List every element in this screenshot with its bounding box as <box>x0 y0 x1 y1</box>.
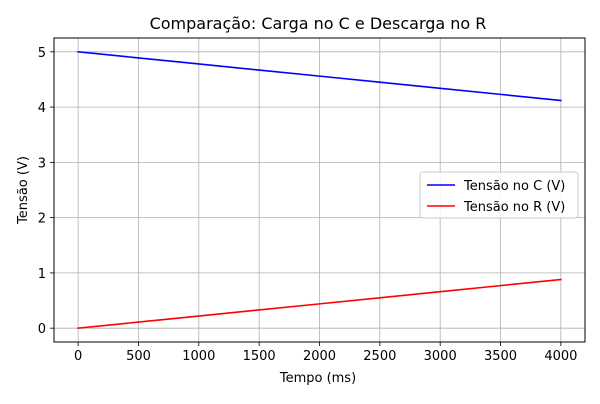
x-tick-label: 0 <box>74 349 82 364</box>
x-tick-label: 1500 <box>243 349 276 364</box>
x-axis-label: Tempo (ms) <box>279 371 356 386</box>
y-tick-label: 4 <box>38 101 46 116</box>
y-tick-label: 3 <box>38 156 46 171</box>
y-axis-label: Tensão (V) <box>16 156 31 225</box>
x-tick-label: 2000 <box>303 349 336 364</box>
y-axis-ticks: 0 1 2 3 4 5 <box>38 46 54 337</box>
legend-label-1: Tensão no C (V) <box>463 179 565 194</box>
series-line-2 <box>77 278 562 330</box>
x-tick-label: 3000 <box>424 349 457 364</box>
x-tick-label: 3500 <box>484 349 517 364</box>
x-tick-label: 1000 <box>182 349 215 364</box>
y-tick-label: 2 <box>38 212 46 227</box>
y-tick-label: 5 <box>38 46 46 61</box>
grid <box>54 38 585 342</box>
x-axis-ticks: 0 500 1000 1500 2000 2500 3000 3500 4000 <box>74 342 577 364</box>
y-tick-label: 0 <box>38 322 46 337</box>
legend-box <box>419 171 579 219</box>
legend-label-2: Tensão no R (V) <box>463 200 565 215</box>
legend: Tensão no C (V) Tensão no R (V) <box>419 171 579 219</box>
x-tick-label: 4000 <box>544 349 577 364</box>
y-tick-label: 1 <box>38 267 46 282</box>
series-line-1 <box>77 50 562 102</box>
x-tick-label: 2500 <box>363 349 396 364</box>
series-lines <box>77 50 562 330</box>
x-tick-label: 500 <box>126 349 151 364</box>
chart-title: Comparação: Carga no C e Descarga no R <box>150 14 487 33</box>
